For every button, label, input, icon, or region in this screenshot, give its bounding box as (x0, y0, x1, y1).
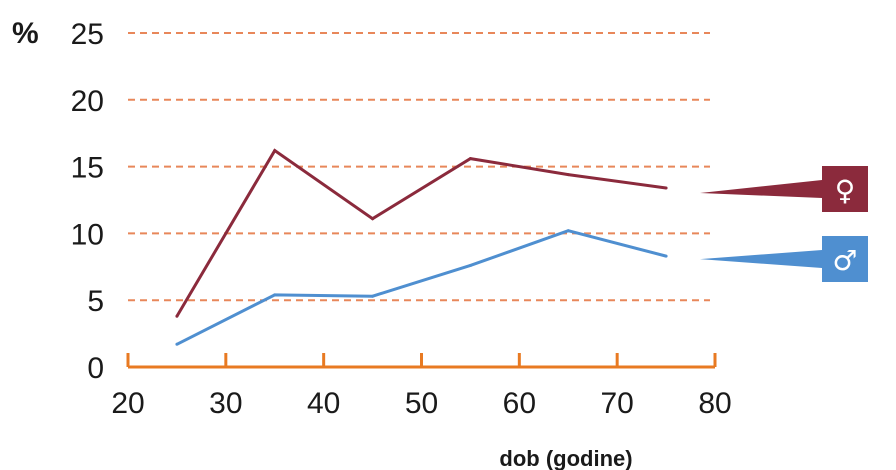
data-point (664, 186, 668, 190)
series-line-male (176, 229, 667, 346)
y-tick-label-10: 10 (71, 218, 104, 251)
x-tick-label-50: 50 (405, 387, 438, 420)
y-tick-label-15: 15 (71, 152, 104, 185)
y-tick-label-0: 0 (87, 352, 104, 385)
legend-box-female (822, 166, 868, 212)
x-tick-labels: 20 30 40 50 60 70 80 (111, 387, 731, 420)
legend: ♀♂ (700, 166, 868, 282)
x-tick-label-40: 40 (307, 387, 340, 420)
data-point (468, 263, 472, 267)
data-point (273, 149, 277, 153)
y-tick-label-5: 5 (87, 285, 104, 318)
x-tick-label-30: 30 (209, 387, 242, 420)
y-tick-label-20: 20 (71, 85, 104, 118)
gridlines (128, 32, 710, 302)
data-point (566, 173, 570, 177)
x-axis-label: dob (godine) (499, 446, 632, 470)
data-point (273, 293, 277, 297)
data-point (175, 314, 179, 318)
x-tick-label-70: 70 (600, 387, 633, 420)
x-tick-label-60: 60 (503, 387, 536, 420)
legend-pointer-female (700, 180, 822, 198)
data-point (566, 229, 570, 233)
series-lines (175, 148, 668, 346)
y-tick-labels: 0 5 10 15 20 25 (71, 18, 104, 385)
data-point (175, 342, 179, 346)
x-tick-label-80: 80 (698, 387, 731, 420)
data-point (371, 294, 375, 298)
male-symbol-icon: ♂ (832, 244, 857, 277)
y-axis-unit-label: % (12, 17, 39, 50)
data-point (664, 254, 668, 258)
female-symbol-icon: ♀ (835, 174, 856, 207)
legend-pointer-male (700, 250, 822, 268)
data-point (468, 157, 472, 161)
series-line-female (175, 148, 667, 317)
y-tick-label-25: 25 (71, 18, 104, 51)
x-axis (126, 353, 717, 369)
x-tick-label-20: 20 (111, 387, 144, 420)
legend-box-male (822, 236, 868, 282)
data-point (371, 217, 375, 221)
